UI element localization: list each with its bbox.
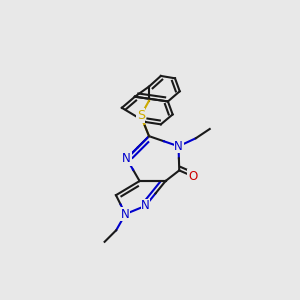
Text: O: O: [188, 170, 197, 183]
Text: N: N: [122, 152, 131, 165]
Text: N: N: [141, 199, 150, 212]
Text: N: N: [174, 140, 183, 153]
Text: S: S: [137, 109, 145, 122]
Text: S: S: [137, 109, 145, 122]
Text: N: N: [121, 208, 130, 220]
